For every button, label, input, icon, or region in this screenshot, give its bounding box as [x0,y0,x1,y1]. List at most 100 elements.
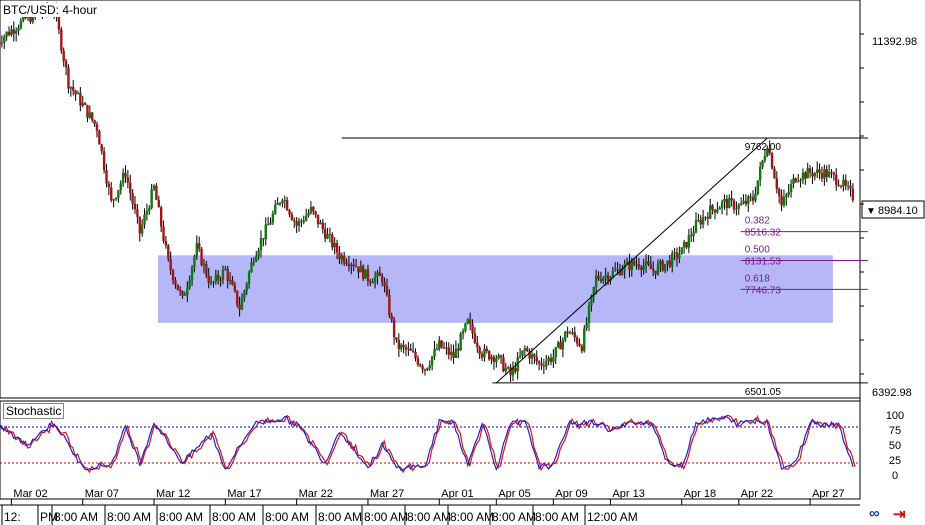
candle-body [252,261,256,263]
candle-body [613,269,617,271]
price-label-low: 6392.98 [872,387,912,399]
date-label: Mar 27 [370,488,404,500]
candle-body [7,31,11,36]
candle-body [378,272,382,276]
candle-body [112,199,115,201]
candle-body [416,358,420,365]
stochastic-signal-line [0,414,856,474]
candle-body [145,210,149,215]
candle-body [212,281,215,283]
candle-body [796,181,800,183]
candle-body [599,279,603,282]
candle-body [713,209,717,213]
candle-body [556,342,560,348]
candle-body [701,217,705,225]
candle-body [625,261,629,264]
candle-body [188,279,191,288]
candle-body [801,172,805,180]
candle-body [495,358,498,363]
candle-body [766,148,769,156]
candle-body [333,242,336,248]
candle-body [369,281,372,283]
candle-body [478,347,481,354]
candle-body [549,357,553,362]
candle-body [69,87,73,89]
sync-icon[interactable]: ∞ [869,505,880,522]
candle-body [359,265,363,273]
candle-body [278,203,282,205]
candle-body [659,261,662,265]
candle-body [171,270,175,281]
candle-body [654,270,657,275]
candle-body [197,243,201,249]
candle-body [129,182,132,194]
candle-body [737,204,740,209]
candle-body [350,264,353,267]
candle-body [190,267,194,280]
candle-body [22,14,25,21]
date-label: Apr 13 [612,488,644,500]
candle-body [540,363,543,366]
candle-body [694,220,698,233]
candle-body [193,256,196,268]
candle-body [678,254,681,259]
candle-body [775,178,779,189]
candle-body [0,42,4,44]
candle-body [485,348,489,352]
candle-body [67,67,70,89]
candle-body [440,340,443,348]
candle-body [57,14,61,30]
date-label: Apr 05 [498,488,530,500]
candle-body [107,183,111,188]
candle-body [642,265,645,270]
candle-body [835,174,838,185]
candle-body [221,269,225,280]
candle-body [214,274,218,282]
candle-body [243,290,246,298]
candle-body [91,112,94,121]
candle-body [568,332,572,334]
candle-body [419,364,422,367]
candle-body [673,252,676,254]
candle-body [428,365,431,369]
date-label: Apr 01 [441,488,473,500]
date-label: Mar 12 [156,488,190,500]
candle-body [407,348,410,350]
candle-body [226,269,229,281]
candle-body [704,216,707,218]
candle-body [276,203,279,205]
candle-body [14,30,18,34]
candle-body [552,357,555,362]
candle-body [167,245,170,259]
candle-body [86,104,89,118]
candle-body [392,319,396,338]
candle-body [262,238,265,240]
candle-body [709,205,712,219]
candle-body [236,290,239,305]
candle-body [62,50,65,61]
fib-ratio-label: 0.500 [745,244,770,255]
current-price-label: 8984.10 [878,205,918,217]
candle-body [649,264,653,269]
candle-body [780,195,783,206]
candle-body [464,323,467,331]
candle-body [100,144,103,152]
date-label: Mar 02 [13,488,47,500]
date-label: Apr 18 [684,488,716,500]
candle-body [763,155,767,161]
scroll-right-icon[interactable]: ⇥ [893,506,906,523]
candle-body [675,252,679,259]
candle-body [290,214,294,220]
candle-body [95,124,99,131]
candle-body [583,328,586,352]
candle-body [345,262,348,264]
date-label: Mar 22 [299,488,333,500]
candle-body [314,211,317,215]
candle-body [12,29,15,34]
candle-body [421,366,424,370]
candle-body [466,319,469,324]
candle-body [117,190,120,198]
candle-body [178,289,182,292]
candle-body [578,343,581,346]
